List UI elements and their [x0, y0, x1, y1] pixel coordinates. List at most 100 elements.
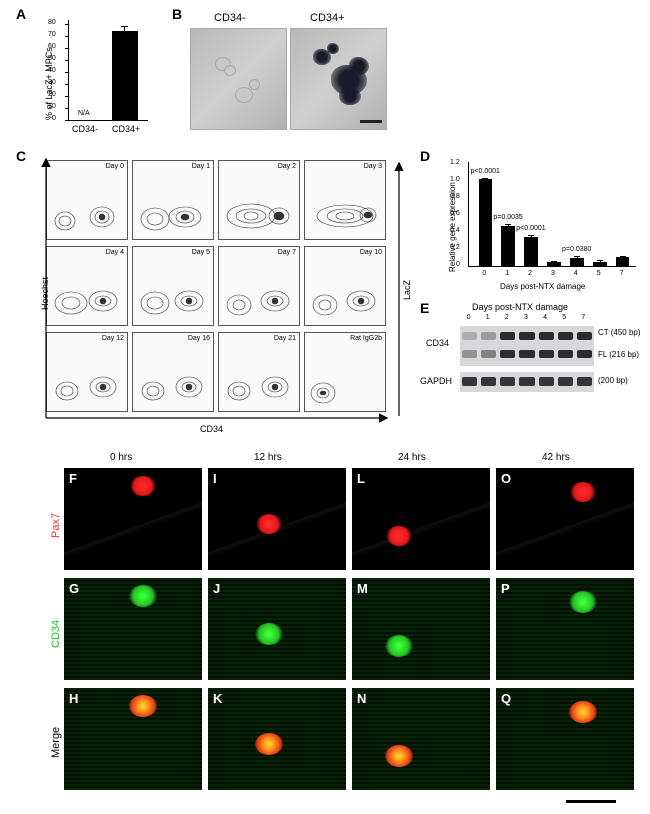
- band-gapdh: [539, 377, 554, 386]
- blob: [339, 87, 361, 105]
- band-fl: [462, 350, 477, 358]
- band-ct: [462, 332, 477, 340]
- panel-c-axes-svg: [32, 156, 392, 431]
- d-bar: [593, 262, 607, 266]
- panel-b-header-1: CD34+: [310, 12, 345, 24]
- bg: [352, 468, 490, 570]
- band-ct: [558, 332, 573, 340]
- fluor-scalebar: [566, 800, 616, 803]
- fluor-colhdr-3: 42 hrs: [542, 452, 570, 463]
- fluor-panel: Q: [496, 688, 634, 790]
- pax7-spot: [386, 526, 412, 546]
- e-lane-num: 1: [486, 314, 490, 321]
- fluor-letter: G: [69, 581, 79, 596]
- d-err-cap: [505, 224, 511, 225]
- band-fl: [577, 350, 592, 358]
- band-gapdh: [500, 377, 515, 386]
- tickmark: [65, 72, 68, 73]
- d-pvalue: p<0.0001: [471, 168, 500, 175]
- e-lane-num: 5: [562, 314, 566, 321]
- fluor-colhdr-0: 0 hrs: [110, 452, 132, 463]
- fluor-letter: O: [501, 471, 511, 486]
- fluor-letter: L: [357, 471, 365, 486]
- merge-spot: [255, 733, 283, 755]
- e-lane-num: 0: [467, 314, 471, 321]
- d-xtick: 1: [505, 270, 509, 277]
- band-fl: [558, 350, 573, 358]
- band-fl: [539, 350, 554, 358]
- fluor-panel: M: [352, 578, 490, 680]
- panel-b-micro-neg: [190, 28, 287, 130]
- gel-cd34: [460, 326, 594, 366]
- d-err-cap: [620, 256, 626, 257]
- fluor-panel: L: [352, 468, 490, 570]
- ytick: 80: [48, 19, 56, 26]
- band-ct: [519, 332, 534, 340]
- cd34-spot: [569, 591, 597, 613]
- fluor-panel: P: [496, 578, 634, 680]
- fluor-letter: K: [213, 691, 222, 706]
- panel-a-label: A: [16, 6, 26, 22]
- d-err-cap: [597, 260, 603, 261]
- fluor-letter: J: [213, 581, 220, 596]
- tickmark: [65, 60, 68, 61]
- fiber-bg: [352, 688, 490, 790]
- panel-a-xtick-0: CD34-: [72, 124, 98, 134]
- panel-a-ylabel: % of LacZ+ MPCs: [44, 47, 54, 120]
- e-lane-num: 3: [524, 314, 528, 321]
- band-gapdh: [462, 377, 477, 386]
- band-gapdh: [577, 377, 592, 386]
- band-fl: [500, 350, 515, 358]
- fiber-bg: [496, 578, 634, 680]
- fluor-panel: H: [64, 688, 202, 790]
- band-ct: [481, 332, 496, 340]
- panel-b-header-0: CD34-: [214, 12, 246, 24]
- band-gapdh: [558, 377, 573, 386]
- fiber-bg: [352, 578, 490, 680]
- cd34-spot: [129, 585, 157, 607]
- fluor-panel: F: [64, 468, 202, 570]
- d-bar: [479, 179, 493, 266]
- gel-row-label-0: CD34: [426, 338, 449, 348]
- d-bar: [501, 226, 515, 266]
- blob: [349, 57, 369, 75]
- fluor-letter: H: [69, 691, 78, 706]
- panel-a-xtick-1: CD34+: [112, 124, 140, 134]
- panel-b-micro-pos: [290, 28, 387, 130]
- band-fl: [519, 350, 534, 358]
- tickmark: [65, 96, 68, 97]
- panel-d-label: D: [420, 148, 430, 164]
- e-lane-num: 7: [581, 314, 585, 321]
- cd34-spot: [255, 623, 283, 645]
- blob: [249, 79, 260, 90]
- pax7-spot: [256, 514, 282, 534]
- gel-right-2: (200 bp): [598, 376, 628, 385]
- fluor-panel: O: [496, 468, 634, 570]
- d-pvalue: p<0.0001: [516, 225, 545, 232]
- fluor-letter: I: [213, 471, 217, 486]
- fluor-letter: N: [357, 691, 366, 706]
- gel-right-1: FL (216 bp): [598, 350, 639, 359]
- band-gapdh: [481, 377, 496, 386]
- panel-c-right-arrow: [392, 160, 406, 420]
- panel-c-grid: Day 0 Day 1 Day 2 Day 3: [46, 160, 390, 420]
- blob: [235, 87, 253, 103]
- panel-a-chart: 0 10 20 30 40 50 60 70 80 % of LacZ+ MPC…: [38, 20, 158, 140]
- fluor-panel: I: [208, 468, 346, 570]
- panel-a-na: N/A: [78, 110, 90, 117]
- fluor-colhdr-2: 24 hrs: [398, 452, 426, 463]
- d-err-cap: [482, 178, 488, 179]
- d-pvalue: p=0.0035: [493, 214, 522, 221]
- panel-c-label: C: [16, 148, 26, 164]
- panel-d-chart: Relative gene expression Days post-NTX d…: [440, 162, 640, 292]
- e-lane-num: 2: [505, 314, 509, 321]
- ytick: 70: [48, 31, 56, 38]
- d-xtick: 4: [574, 270, 578, 277]
- d-bar: [524, 237, 538, 266]
- pax7-spot: [570, 482, 596, 502]
- d-bar: [547, 262, 561, 266]
- tickmark: [65, 48, 68, 49]
- pax7-spot: [130, 476, 156, 496]
- panel-a-errcap: [121, 26, 128, 27]
- band-fl: [481, 350, 496, 358]
